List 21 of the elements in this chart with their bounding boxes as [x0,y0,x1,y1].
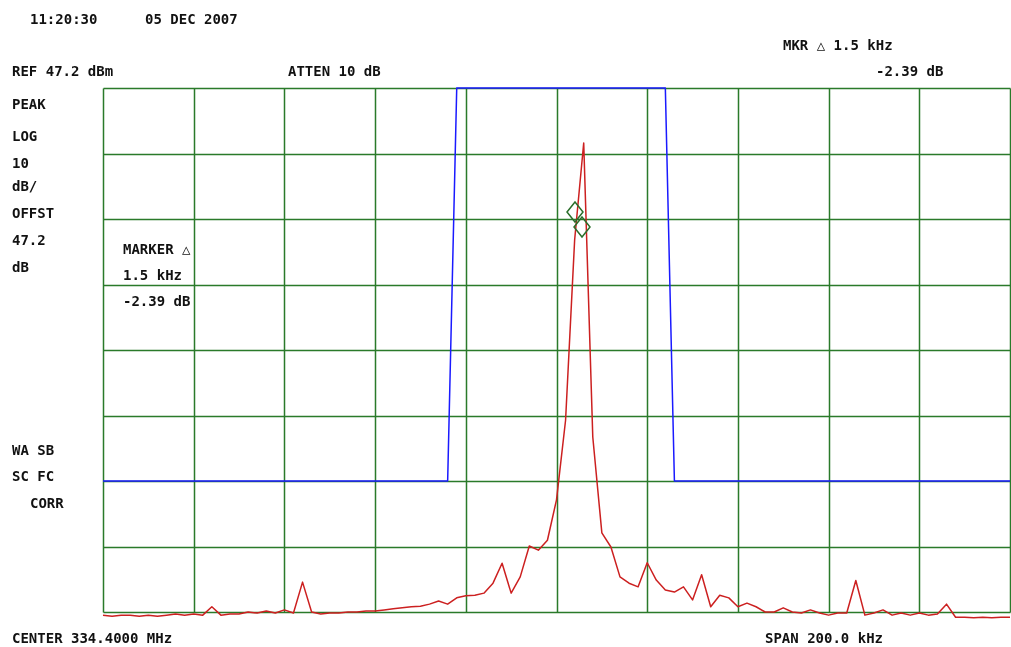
text: SPAN 200.0 kHz [765,630,884,646]
text: -2.39 dB [876,63,944,79]
text: WA SB [12,442,55,458]
text: ATTEN 10 dB [288,63,381,79]
text: REF 47.2 dBm [12,63,114,79]
text: MKR △ 1.5 kHz [783,37,893,53]
text: 05 DEC 2007 [145,11,238,27]
text: dB [12,259,29,275]
annotation: 1.5 kHz [123,267,183,283]
annotation: MARKER △ [123,241,191,257]
text: SC FC [12,468,55,484]
text: 11:20:30 [30,11,98,27]
annotation: -2.39 dB [123,293,191,309]
text: OFFST [12,205,55,221]
text: 10 [12,155,29,171]
text: CORR [30,495,65,511]
text: PEAK [12,96,47,112]
text: LOG [12,128,38,144]
text: 47.2 [12,232,46,248]
text: CENTER 334.4000 MHz [12,630,173,646]
text: dB/ [12,178,38,194]
